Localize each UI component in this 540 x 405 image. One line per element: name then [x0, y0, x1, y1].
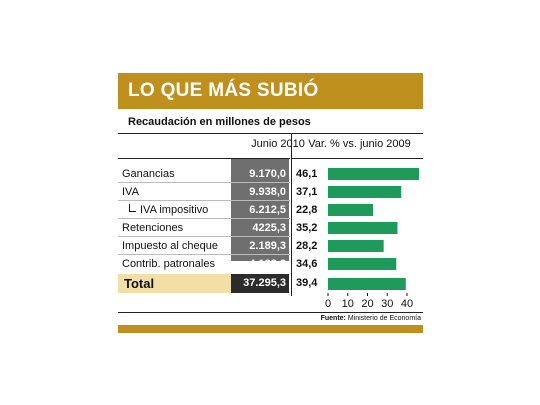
chart-subtitle: Recaudación en millones de pesos	[128, 116, 311, 128]
row-label: Impuesto al cheque	[122, 240, 219, 252]
row-pct: 28,2	[296, 240, 318, 252]
row-divider	[118, 254, 290, 255]
table-row: Ganancias 9.170,0 46,1	[118, 165, 423, 183]
table-row: Contrib. patronales 4.133,2 34,6	[118, 255, 423, 273]
row-pct: 34,6	[296, 258, 318, 270]
row-divider	[118, 182, 290, 183]
infographic-card: LO QUE MÁS SUBIÓ Recaudación en millones…	[118, 73, 423, 335]
bottom-rule	[118, 312, 423, 313]
bar-iva-impositivo	[328, 204, 374, 216]
bar-impuesto-al-cheque	[328, 240, 384, 252]
source-note: Fuente: Ministerio de Economía	[321, 315, 421, 322]
table-row: IVA 9.938,0 37,1	[118, 183, 423, 201]
source-text: Ministerio de Economía	[347, 315, 421, 322]
total-label: Total	[124, 276, 155, 291]
bar-iva	[328, 186, 402, 198]
amount-column-background	[231, 159, 289, 261]
row-label: Retenciones	[122, 222, 184, 234]
row-amount: 6.212,5	[249, 204, 286, 216]
bar-total	[328, 278, 406, 290]
row-divider	[118, 218, 290, 219]
variation-column-header: Var. % vs. junio 2009	[308, 138, 411, 150]
row-pct: 37,1	[296, 186, 318, 198]
table-row: IVA impositivo 6.212,5 22,8	[118, 201, 423, 219]
row-amount: 9.170,0	[249, 168, 286, 180]
total-highlight	[118, 274, 231, 293]
total-amount-background	[231, 274, 289, 293]
bar-retenciones	[328, 222, 398, 234]
x-tick-label: 0	[325, 298, 331, 310]
row-amount: 4.133,2	[249, 258, 286, 270]
chart-title: LO QUE MÁS SUBIÓ	[128, 80, 319, 101]
header-rule-right	[292, 158, 423, 159]
x-tick-label: 30	[381, 298, 393, 310]
row-pct: 35,2	[296, 222, 318, 234]
x-tick-label: 10	[342, 298, 354, 310]
top-rule	[118, 133, 423, 134]
column-separator	[291, 133, 292, 296]
row-amount: 2.189,3	[249, 240, 286, 252]
x-tick-label: 20	[361, 298, 373, 310]
total-row: Total 37.295,3 39,4	[118, 274, 423, 293]
total-pct: 39,4	[296, 277, 318, 289]
footer-bar	[118, 325, 423, 333]
table-row: Impuesto al cheque 2.189,3 28,2	[118, 237, 423, 255]
row-amount: 4225,3	[252, 222, 286, 234]
indent-arrow-icon	[129, 204, 136, 212]
row-amount: 9.938,0	[249, 186, 286, 198]
row-pct: 46,1	[296, 168, 318, 180]
row-pct: 22,8	[296, 204, 318, 216]
row-label: IVA impositivo	[140, 204, 209, 216]
table-row: Retenciones 4225,3 35,2	[118, 219, 423, 237]
total-amount: 37.295,3	[243, 277, 286, 289]
source-label: Fuente:	[320, 315, 346, 322]
bar-contrib-patronales	[328, 258, 397, 270]
row-label: IVA	[122, 186, 139, 198]
row-divider	[118, 236, 290, 237]
x-tick-label: 40	[401, 298, 413, 310]
row-divider	[118, 200, 290, 201]
row-label: Contrib. patronales	[122, 258, 215, 270]
header-rule-left	[118, 158, 290, 159]
title-banner: LO QUE MÁS SUBIÓ	[118, 73, 423, 109]
bar-ganancias	[328, 168, 419, 180]
variation-bar-chart: 0 10 20 30 40	[325, 168, 419, 310]
row-label: Ganancias	[122, 168, 175, 180]
